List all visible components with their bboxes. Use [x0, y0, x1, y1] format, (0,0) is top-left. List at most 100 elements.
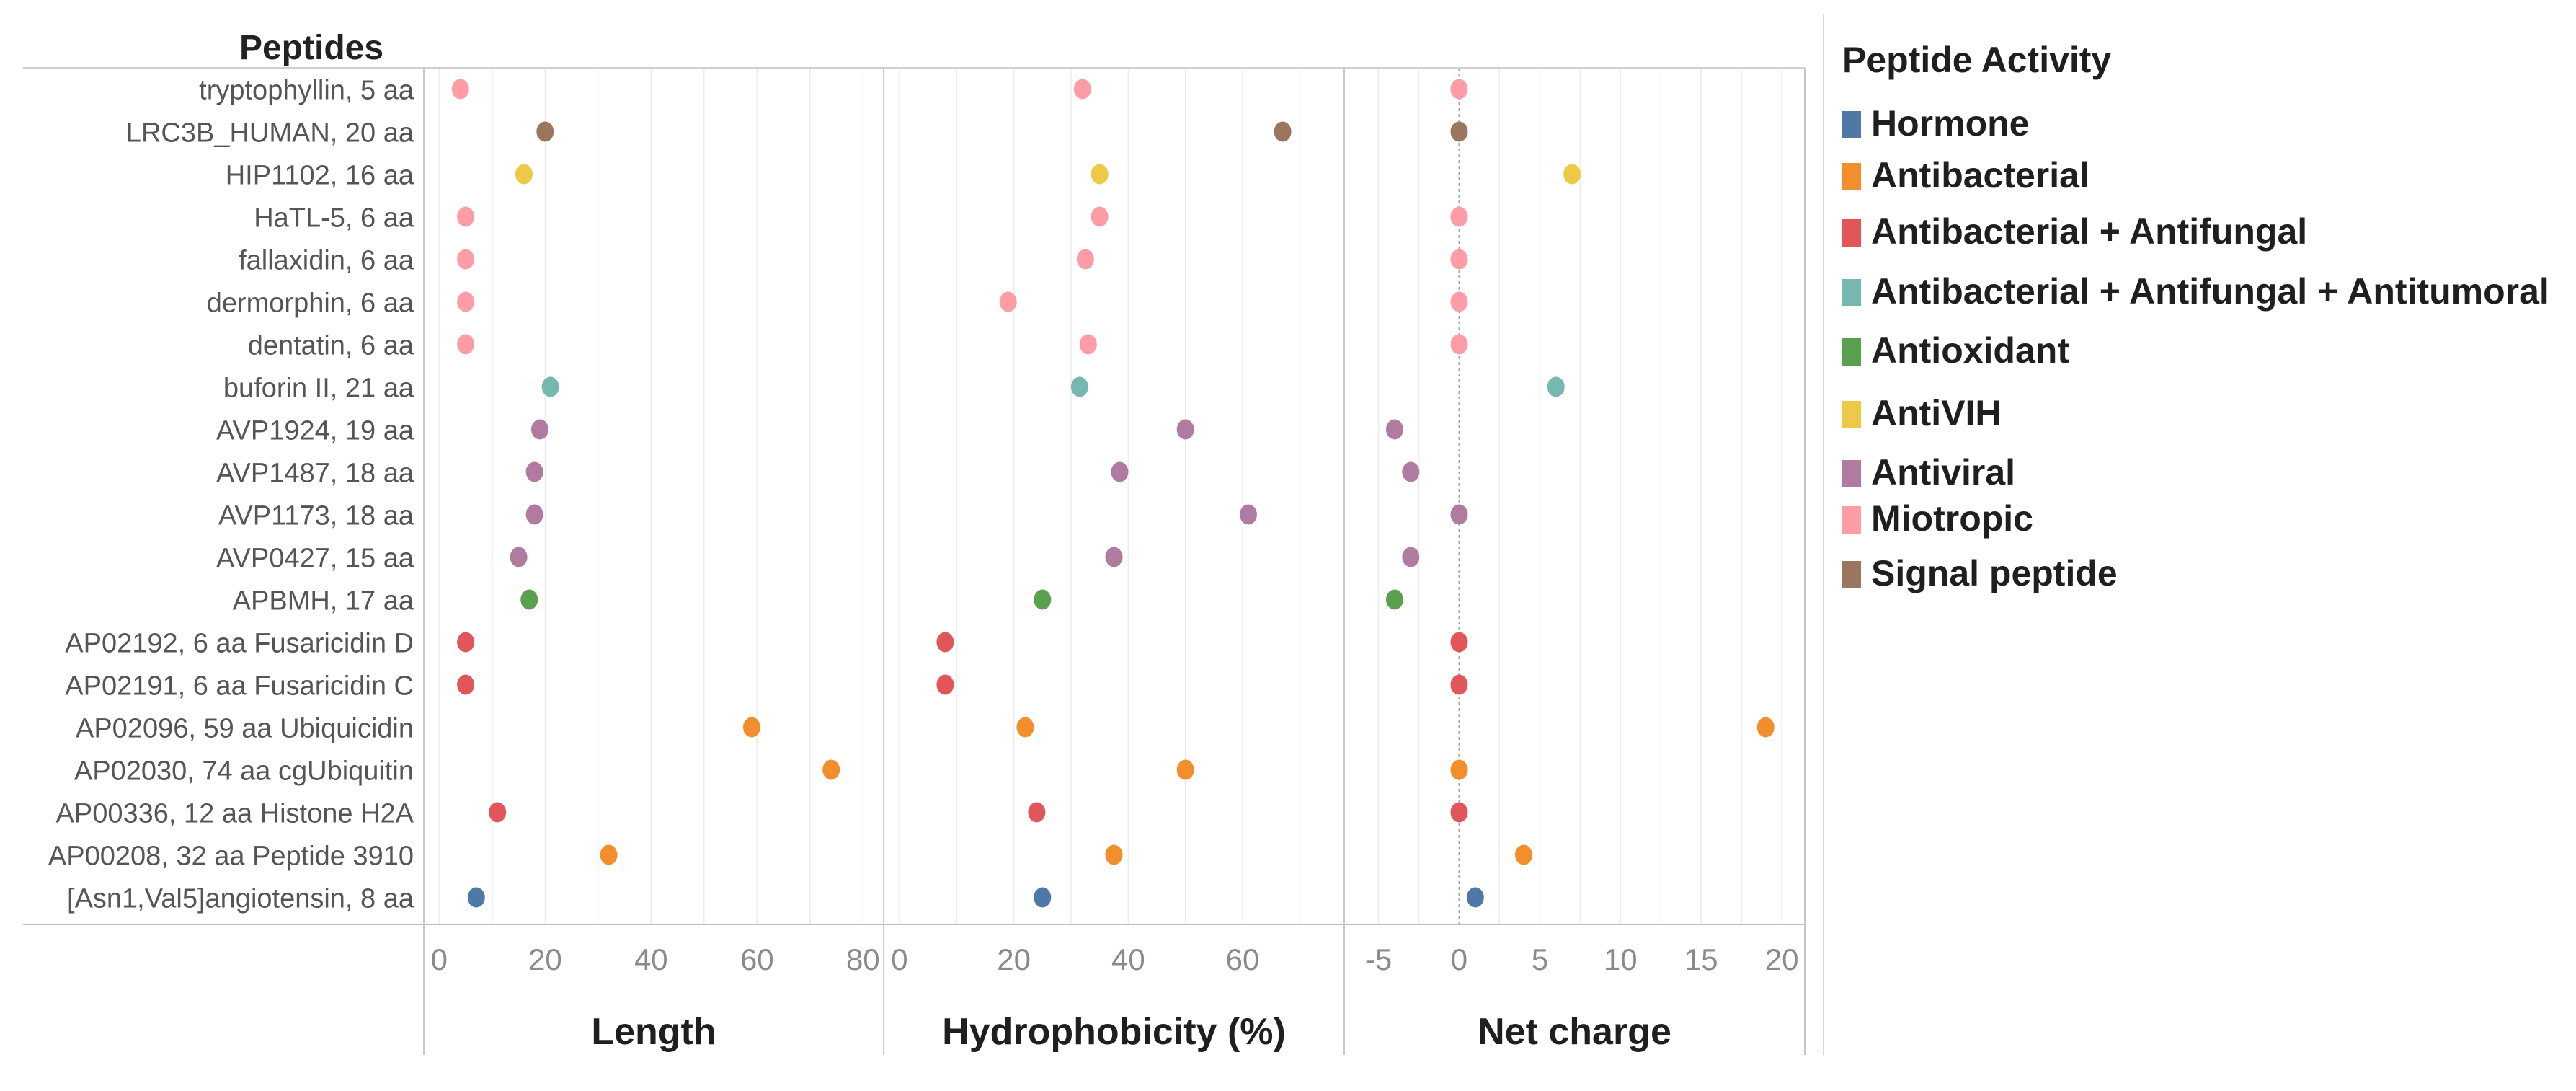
- row-label: AVP1924, 19 aa: [216, 416, 414, 446]
- legend-swatch: [1842, 111, 1861, 138]
- tick-label: 0: [431, 942, 448, 976]
- row-label: dentatin, 6 aa: [248, 331, 414, 361]
- point-net_charge: [1450, 504, 1468, 525]
- row-label: fallaxidin, 6 aa: [239, 246, 414, 276]
- frame-layer: [23, 14, 1824, 1055]
- tick-label: 20: [1765, 942, 1799, 976]
- point-hydrophobicity: [1176, 759, 1194, 780]
- tick-label: 40: [634, 942, 668, 976]
- row-label: AP00208, 32 aa Peptide 3910: [48, 842, 414, 872]
- point-net_charge: [1450, 334, 1468, 355]
- point-hydrophobicity: [999, 291, 1017, 312]
- point-net_charge: [1402, 547, 1420, 567]
- point-hydrophobicity: [1091, 206, 1109, 227]
- tick-label: 40: [1111, 942, 1145, 976]
- point-net_charge: [1547, 376, 1565, 397]
- chart-title: Peptides: [239, 29, 383, 67]
- point-hydrophobicity: [1176, 419, 1194, 440]
- point-net_charge: [1563, 164, 1581, 185]
- point-hydrophobicity: [1105, 844, 1123, 865]
- point-net_charge: [1385, 589, 1403, 610]
- point-length: [457, 206, 475, 227]
- point-net_charge: [1402, 461, 1420, 482]
- axis-label-net_charge: Net charge: [1478, 1011, 1671, 1053]
- tick-label: 0: [891, 942, 907, 976]
- row-label: AVP0427, 15 aa: [216, 544, 414, 574]
- row-label: LRC3B_HUMAN, 20 aa: [126, 118, 414, 149]
- point-hydrophobicity: [1079, 334, 1097, 355]
- point-hydrophobicity: [1091, 164, 1109, 185]
- point-net_charge: [1385, 419, 1403, 440]
- legend-swatch: [1842, 163, 1861, 190]
- point-hydrophobicity: [1028, 802, 1046, 823]
- point-length: [742, 717, 760, 738]
- legend-label: Miotropic: [1871, 498, 2033, 539]
- point-net_charge: [1450, 121, 1468, 142]
- point-length: [536, 121, 554, 142]
- row-label: HaTL-5, 6 aa: [254, 203, 414, 234]
- point-hydrophobicity: [1073, 79, 1091, 100]
- tick-label: 20: [528, 942, 562, 976]
- point-length: [457, 632, 475, 653]
- point-hydrophobicity: [936, 632, 954, 653]
- point-length: [530, 419, 548, 440]
- row-label: AP02191, 6 aa Fusaricidin C: [65, 671, 414, 702]
- point-length: [489, 802, 507, 823]
- point-length: [510, 547, 528, 567]
- point-net_charge: [1450, 206, 1468, 227]
- legend-swatch: [1842, 506, 1861, 534]
- legend-swatch: [1842, 279, 1861, 306]
- legend-label: Antibacterial: [1871, 155, 2089, 195]
- point-hydrophobicity: [1105, 547, 1123, 567]
- point-length: [457, 334, 475, 355]
- data-points: [451, 79, 1775, 908]
- point-length: [525, 461, 543, 482]
- point-hydrophobicity: [1034, 887, 1052, 908]
- axis-label-length: Length: [591, 1011, 716, 1053]
- row-label: tryptophyllin, 5 aa: [199, 76, 414, 106]
- row-label: AVP1173, 18 aa: [218, 501, 414, 531]
- point-hydrophobicity: [1016, 717, 1034, 738]
- row-label: AP02192, 6 aa Fusaricidin D: [65, 629, 414, 659]
- point-hydrophobicity: [1034, 589, 1052, 610]
- legend-label: AntiVIH: [1871, 393, 2002, 433]
- point-length: [600, 844, 618, 865]
- tick-label: 15: [1684, 942, 1718, 976]
- row-label: AP00336, 12 aa Histone H2A: [56, 799, 414, 829]
- point-length: [457, 249, 475, 270]
- row-label: dermorphin, 6 aa: [207, 288, 414, 319]
- point-net_charge: [1515, 844, 1532, 865]
- row-label: [Asn1,Val5]angiotensin, 8 aa: [67, 884, 414, 914]
- point-length: [520, 589, 538, 610]
- grid-layer: [438, 68, 1782, 924]
- tick-label: -5: [1365, 942, 1392, 976]
- point-hydrophobicity: [1111, 461, 1129, 482]
- point-hydrophobicity: [1076, 249, 1094, 270]
- point-net_charge: [1756, 717, 1775, 738]
- point-length: [822, 759, 840, 780]
- tick-label: 80: [846, 942, 880, 976]
- legend-label: Antiviral: [1871, 452, 2015, 493]
- tick-label: 20: [997, 942, 1031, 976]
- legend-swatch: [1842, 401, 1861, 428]
- point-hydrophobicity: [1239, 504, 1257, 525]
- axis-labels: Length Hydrophobicity (%) Net charge: [591, 1011, 1671, 1053]
- point-net_charge: [1450, 802, 1468, 823]
- point-net_charge: [1450, 674, 1468, 695]
- point-length: [541, 376, 559, 397]
- legend-title: Peptide Activity: [1842, 40, 2111, 80]
- point-net_charge: [1450, 291, 1468, 312]
- point-length: [457, 291, 475, 312]
- point-hydrophobicity: [1274, 121, 1292, 142]
- legend-label: Hormone: [1871, 103, 2029, 143]
- legend-label: Signal peptide: [1871, 553, 2118, 593]
- tick-label: 10: [1604, 942, 1638, 976]
- tick-label: 0: [1451, 942, 1467, 976]
- tick-labels: 0 20 40 60 80 0 20 40 60 -5 0 5 10 15 20: [431, 942, 1799, 976]
- tick-label: 60: [1226, 942, 1260, 976]
- point-hydrophobicity: [1070, 376, 1088, 397]
- legend-swatch: [1842, 561, 1861, 588]
- legend-swatch: [1842, 219, 1861, 247]
- point-length: [467, 887, 485, 908]
